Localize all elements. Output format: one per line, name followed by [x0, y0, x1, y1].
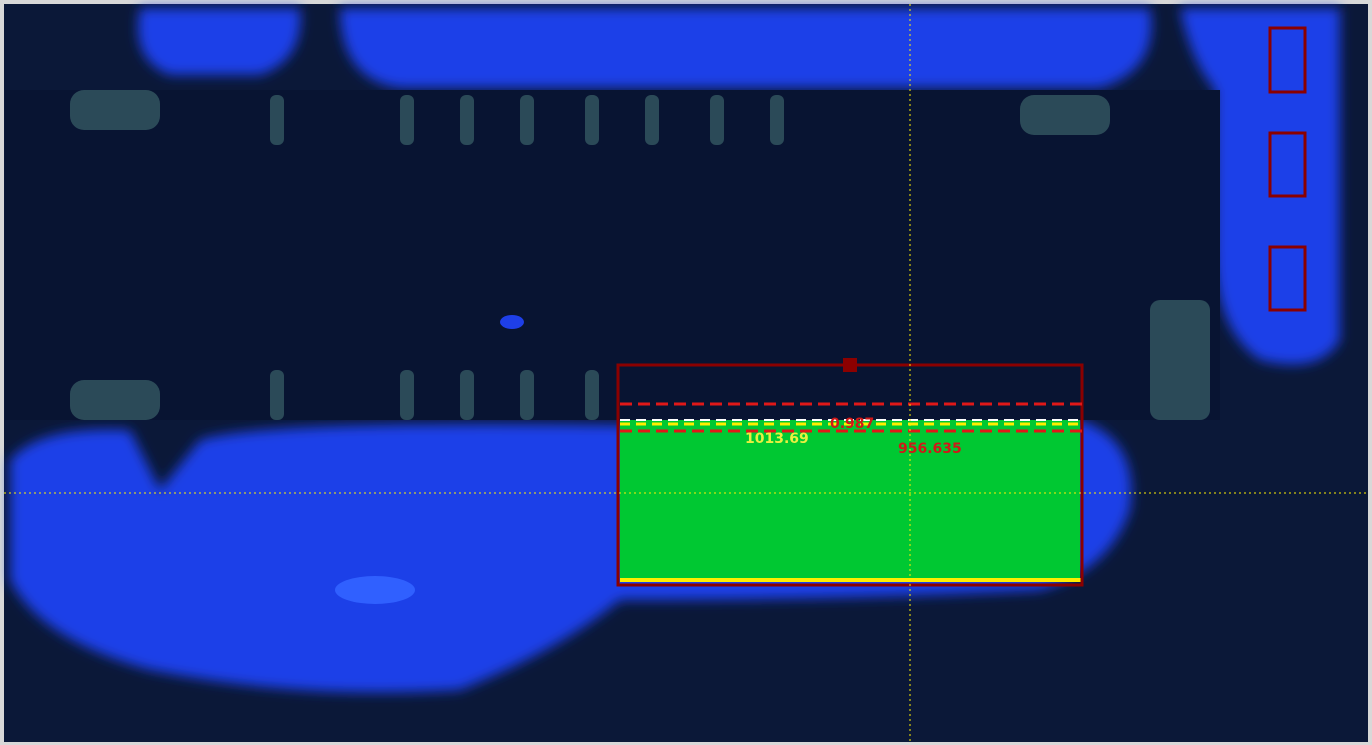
solder-blob: [340, 8, 1152, 88]
reference-box: [1268, 245, 1307, 312]
measurement-label: 1013.69: [745, 431, 809, 447]
pad: [70, 90, 160, 130]
pin: [460, 95, 474, 145]
pin: [770, 95, 784, 145]
pins: [70, 90, 1210, 420]
solder-blob: [138, 8, 301, 75]
reference-box: [1268, 131, 1307, 198]
pad: [1150, 300, 1210, 420]
measurement-label: 956.635: [898, 441, 962, 457]
pin: [645, 95, 659, 145]
pin: [585, 95, 599, 145]
measurement-label: 0.987: [830, 416, 874, 432]
pin: [520, 95, 534, 145]
pad: [70, 380, 160, 420]
pin: [400, 370, 414, 420]
pin: [270, 95, 284, 145]
pin: [400, 95, 414, 145]
pin: [585, 370, 599, 420]
solder-dot: [500, 315, 524, 329]
chip-body: [5, 90, 1220, 420]
pin: [270, 370, 284, 420]
highlight: [335, 576, 415, 604]
measured-area: [620, 420, 1080, 580]
pin: [460, 370, 474, 420]
reference-boxes: [1268, 26, 1307, 312]
reference-box: [1268, 26, 1307, 94]
pin: [710, 95, 724, 145]
pin: [520, 370, 534, 420]
pad: [1020, 95, 1110, 135]
roi-handle[interactable]: [843, 358, 857, 372]
